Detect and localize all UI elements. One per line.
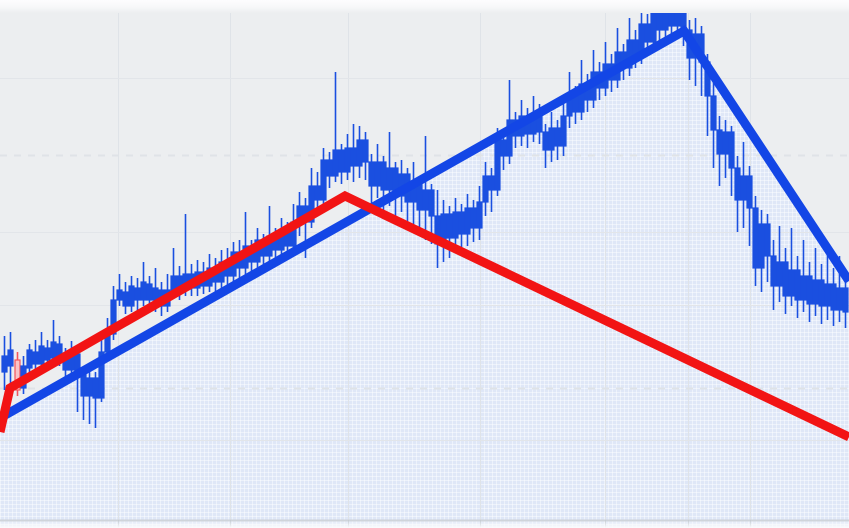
candle-body xyxy=(320,159,327,201)
candle-body xyxy=(806,275,813,305)
candle-body xyxy=(7,349,14,367)
candle-body xyxy=(1,355,8,373)
candle-body xyxy=(668,7,675,27)
candle-body xyxy=(386,167,393,191)
candle-body xyxy=(782,261,789,297)
candle-body xyxy=(356,139,363,167)
candle-body xyxy=(716,129,723,155)
candle-body xyxy=(674,3,681,27)
candle-body xyxy=(14,359,21,391)
blue-trend-line xyxy=(0,25,849,422)
candle-body xyxy=(842,287,849,313)
candle-body xyxy=(656,11,663,31)
candle-body xyxy=(734,167,741,201)
candle-body xyxy=(548,127,555,151)
candle-body xyxy=(788,269,795,297)
candle-body xyxy=(152,287,159,301)
candle-body xyxy=(728,131,735,169)
red-trend-line xyxy=(0,190,849,442)
candle-body xyxy=(626,39,633,69)
candle-body xyxy=(44,347,51,361)
candle-body xyxy=(476,201,483,229)
candle-body xyxy=(446,213,453,239)
candle-body xyxy=(344,147,351,173)
candle-body xyxy=(500,139,507,157)
candle-body xyxy=(776,261,783,287)
candle-body xyxy=(140,281,147,301)
candle-body xyxy=(80,373,87,397)
candle-body xyxy=(800,275,807,301)
candle-body xyxy=(818,279,825,307)
candle-body xyxy=(26,349,33,369)
candle-body xyxy=(482,175,489,203)
candle-body xyxy=(50,341,57,359)
candle-body xyxy=(554,127,561,147)
candle-body xyxy=(644,23,651,43)
candle-body xyxy=(458,211,465,235)
candle-body xyxy=(92,377,99,399)
trend-lines xyxy=(0,25,849,442)
candle-body xyxy=(332,149,339,177)
candle-body xyxy=(812,279,819,305)
candle-body xyxy=(308,185,315,223)
candle-body xyxy=(722,131,729,155)
candle-body xyxy=(32,351,39,365)
candle-body xyxy=(794,269,801,301)
candle-body xyxy=(506,119,513,157)
candle-body xyxy=(86,377,93,397)
candle-body xyxy=(770,255,777,287)
candle-body xyxy=(464,207,471,235)
candle-body xyxy=(314,185,321,201)
candle-body xyxy=(488,175,495,191)
candle-body xyxy=(758,223,765,269)
candle-body xyxy=(836,287,843,311)
candle-body xyxy=(326,159,333,177)
candle-body xyxy=(380,161,387,191)
candle-body xyxy=(740,175,747,201)
candle-body xyxy=(98,351,105,399)
candle-body xyxy=(752,207,759,269)
candle-body xyxy=(368,161,375,187)
candle-body xyxy=(428,189,435,217)
candle-body xyxy=(170,275,177,291)
candle-body xyxy=(350,147,357,167)
candle-body xyxy=(110,299,117,335)
candle-body xyxy=(362,139,369,163)
candle-body xyxy=(452,211,459,239)
candle-body xyxy=(38,345,45,365)
candle-body xyxy=(494,139,501,191)
candle-body xyxy=(746,175,753,209)
candle-body xyxy=(662,7,669,31)
candle-body xyxy=(650,11,657,43)
candle-body xyxy=(116,289,123,301)
candle-body xyxy=(134,287,141,301)
candle-body xyxy=(764,223,771,257)
candle-body xyxy=(560,115,567,147)
candle-body xyxy=(542,131,549,151)
candle-body xyxy=(146,283,153,301)
candle-body xyxy=(338,149,345,173)
candle-body xyxy=(710,95,717,131)
candle-body xyxy=(830,283,837,311)
candle-body xyxy=(824,283,831,307)
candle-body xyxy=(122,291,129,307)
candle-body xyxy=(470,207,477,229)
candle-body xyxy=(128,285,135,307)
candle-body xyxy=(374,161,381,187)
candle-body xyxy=(422,189,429,211)
